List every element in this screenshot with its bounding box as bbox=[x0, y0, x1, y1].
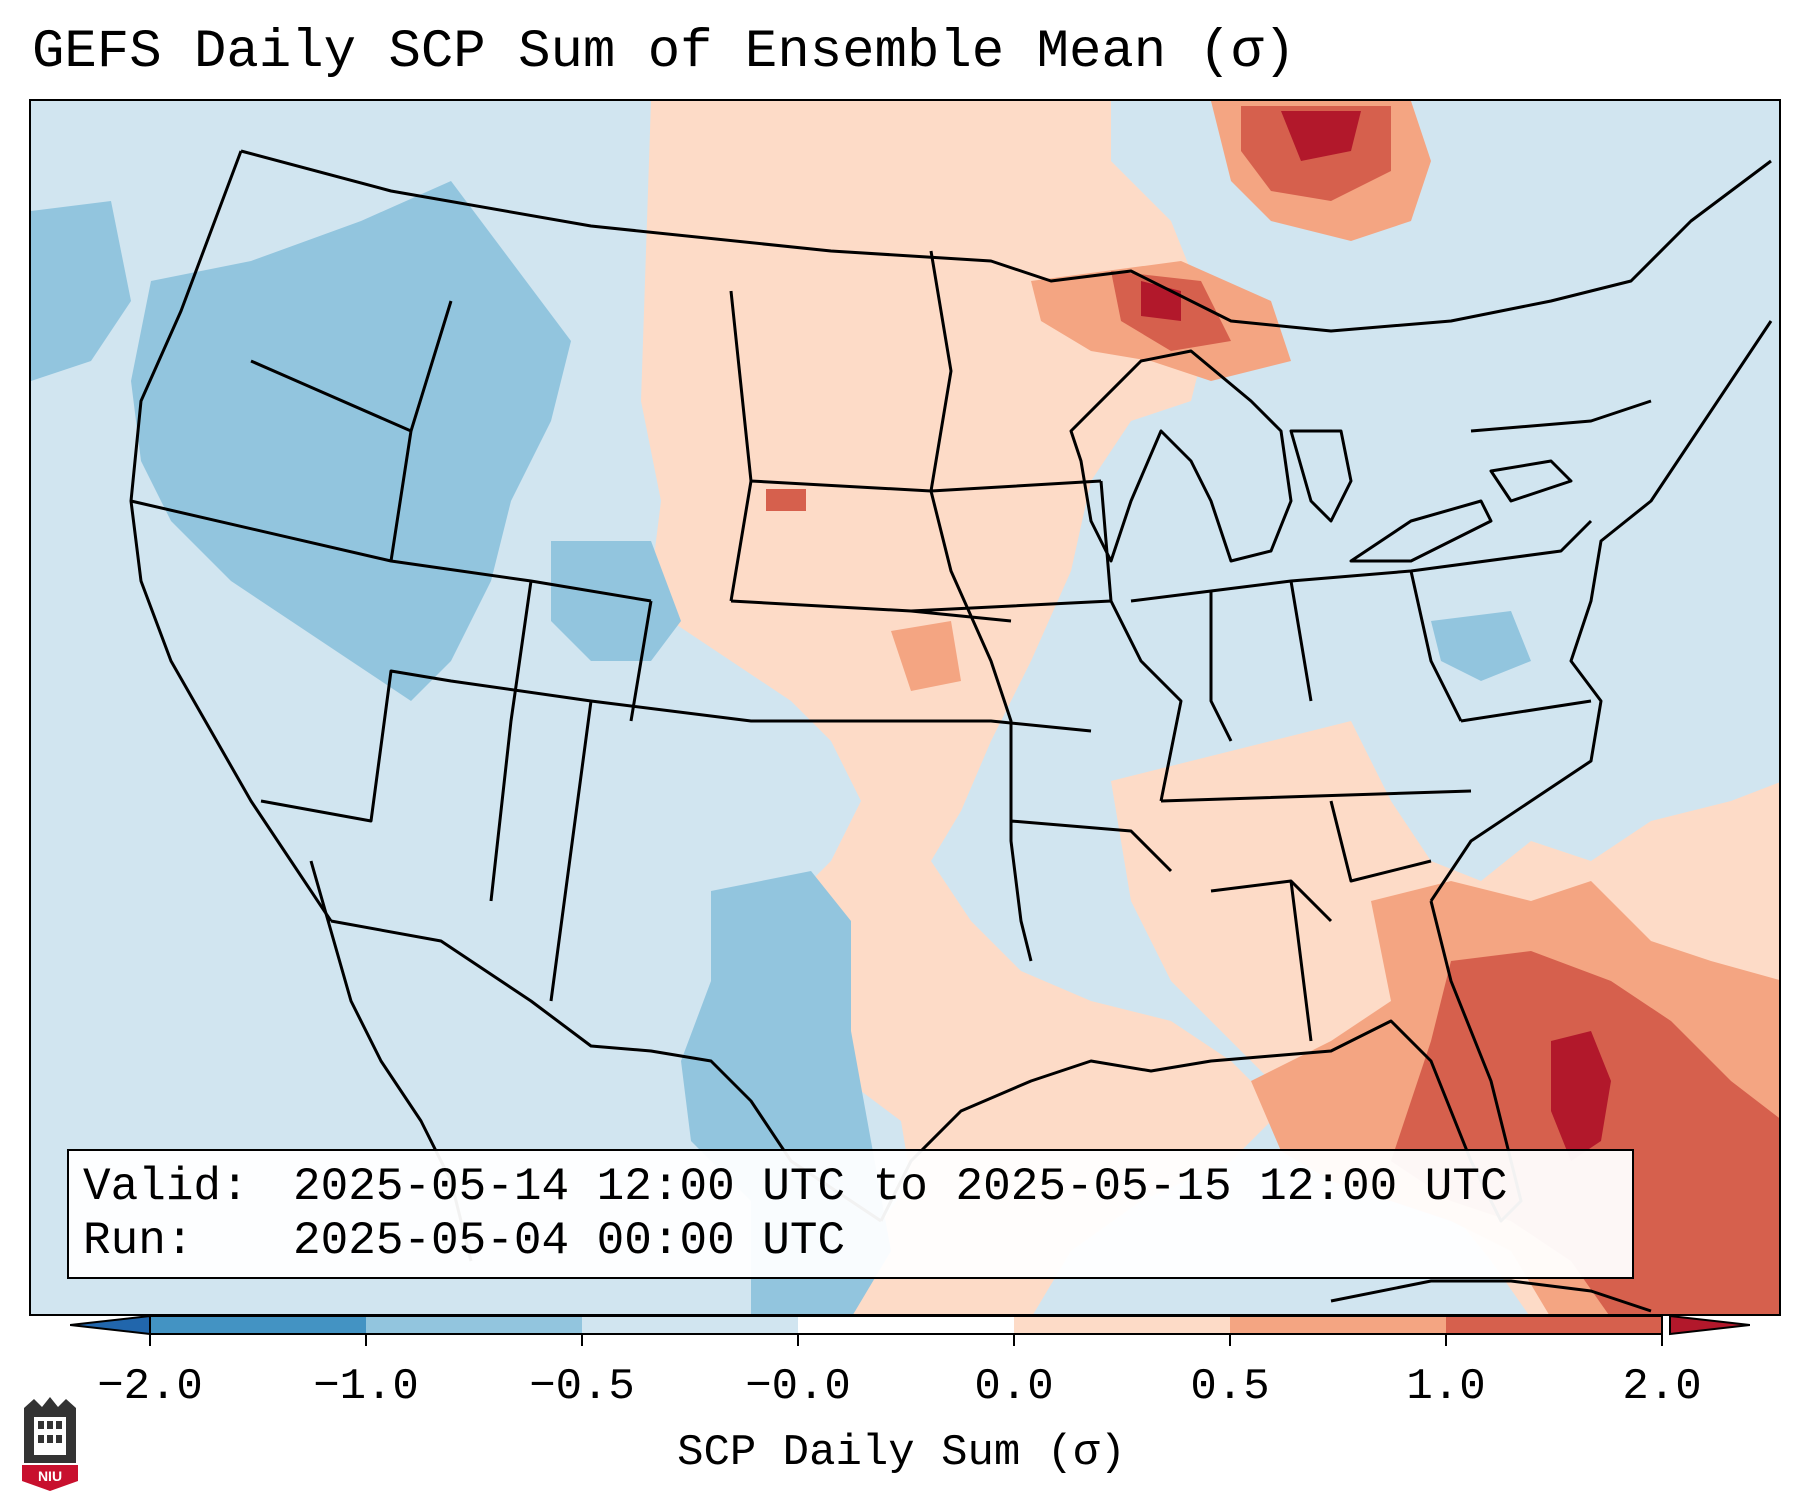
great-lakes bbox=[1069, 349, 1573, 563]
run-value: 2025-05-04 00:00 UTC bbox=[293, 1215, 846, 1267]
anomaly-patch-kansas bbox=[891, 621, 961, 691]
colorbar-tick-label: 1.0 bbox=[1406, 1362, 1486, 1412]
colorbar-bin bbox=[798, 1316, 1014, 1334]
valid-time-box: Valid: 2025-05-14 12:00 UTC to 2025-05-15… bbox=[67, 1149, 1634, 1279]
mexico-border bbox=[330, 919, 882, 1223]
run-label: Run: bbox=[83, 1215, 194, 1267]
colorbar-tick-label: −0.5 bbox=[529, 1362, 635, 1412]
colorbar-bin bbox=[366, 1316, 582, 1334]
anomaly-patch-virginia bbox=[1431, 611, 1531, 681]
boundaries bbox=[129, 149, 1773, 1313]
colorbar-tick-label: 0.5 bbox=[1190, 1362, 1270, 1412]
colorbar bbox=[70, 1316, 1750, 1346]
anomaly-field bbox=[31, 101, 1779, 1314]
colorbar-bin bbox=[1446, 1316, 1662, 1334]
svg-text:NIU: NIU bbox=[38, 1468, 62, 1484]
colorbar-tick-label: 2.0 bbox=[1622, 1362, 1702, 1412]
valid-line: Valid: 2025-05-14 12:00 UTC to 2025-05-15… bbox=[83, 1160, 1632, 1214]
east-coast bbox=[1429, 320, 1773, 902]
colorbar-under-extension bbox=[70, 1316, 151, 1336]
colorbar-outline bbox=[149, 1316, 1663, 1335]
anomaly-patch-colorado bbox=[551, 541, 681, 661]
colorbar-tick-label: −1.0 bbox=[313, 1362, 419, 1412]
cuba bbox=[1330, 1279, 1652, 1313]
colorbar-bin bbox=[1230, 1316, 1446, 1334]
map-canvas bbox=[31, 101, 1779, 1314]
chart-title: GEFS Daily SCP Sum of Ensemble Mean (σ) bbox=[32, 22, 1296, 83]
colorbar-bin bbox=[582, 1316, 798, 1334]
valid-value: 2025-05-14 12:00 UTC to 2025-05-15 12:00… bbox=[293, 1161, 1508, 1213]
anomaly-patch-ontario-max bbox=[1281, 111, 1361, 161]
anomaly-patch-nebraska bbox=[766, 489, 806, 511]
anomaly-patch-bahamas-core bbox=[1551, 1031, 1611, 1161]
colorbar-tick-label: −0.0 bbox=[745, 1362, 851, 1412]
colorbar-tick-label: −2.0 bbox=[97, 1362, 203, 1412]
state-lines-central bbox=[910, 250, 1183, 962]
colorbar-bin bbox=[150, 1316, 366, 1334]
colorbar-bin bbox=[1014, 1316, 1230, 1334]
state-lines-east bbox=[1130, 399, 1652, 1042]
canada-border bbox=[240, 149, 1772, 333]
west-coast bbox=[129, 150, 333, 922]
valid-label: Valid: bbox=[83, 1161, 249, 1213]
colorbar-label: SCP Daily Sum (σ) bbox=[677, 1428, 1126, 1478]
map-panel bbox=[29, 99, 1781, 1316]
niu-logo: NIU bbox=[22, 1397, 78, 1491]
colorbar-tick-label: 0.0 bbox=[974, 1362, 1054, 1412]
run-line: Run: 2025-05-04 00:00 UTC bbox=[83, 1214, 1632, 1268]
colorbar-over-extension bbox=[1669, 1316, 1750, 1336]
anomaly-patch-pacific bbox=[31, 201, 131, 381]
